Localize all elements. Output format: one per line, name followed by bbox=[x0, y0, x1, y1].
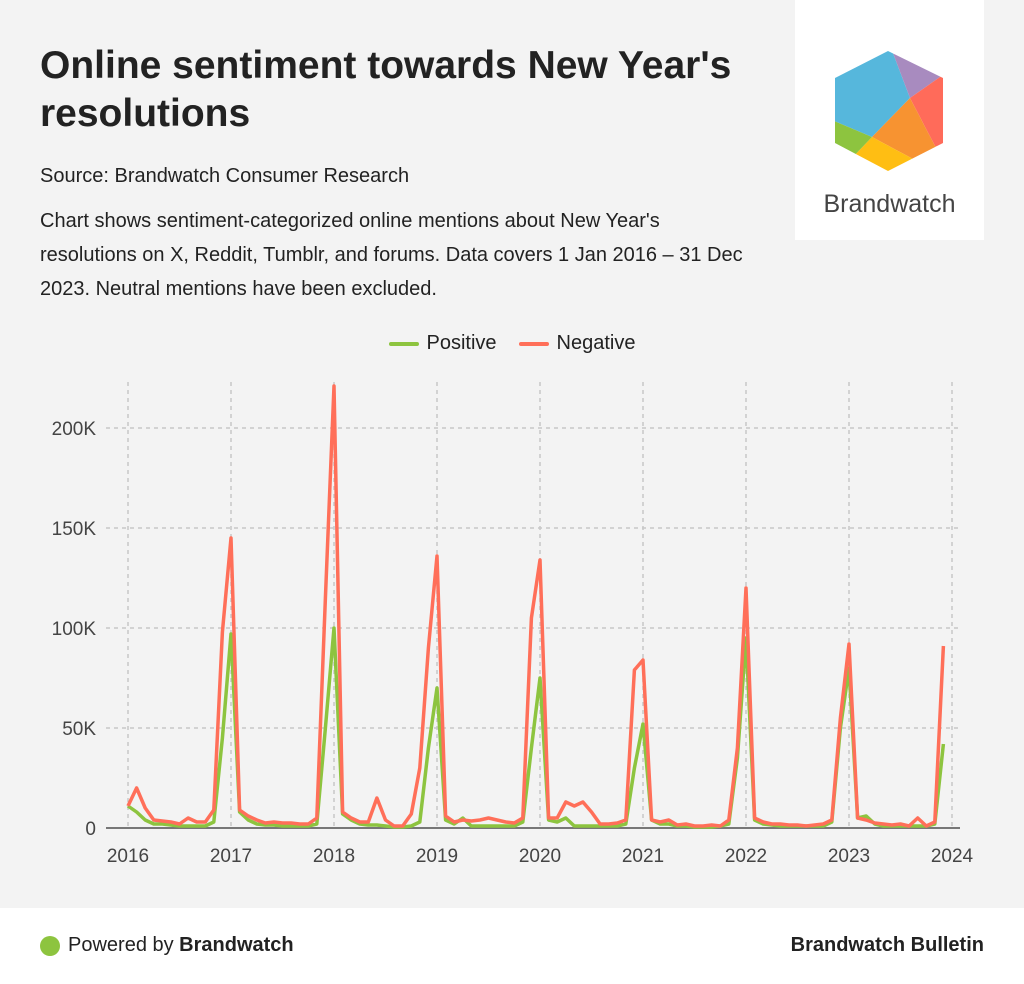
y-tick-label: 50K bbox=[62, 719, 96, 740]
brandwatch-bulletin: Brandwatch Bulletin bbox=[790, 934, 984, 956]
x-tick-label: 2020 bbox=[519, 846, 561, 867]
x-tick-label: 2019 bbox=[416, 846, 458, 867]
x-tick-label: 2021 bbox=[622, 846, 664, 867]
logo-text: Brandwatch bbox=[823, 190, 956, 218]
legend-negative-label: Negative bbox=[556, 332, 636, 354]
brandwatch-hexagon-icon bbox=[835, 51, 943, 171]
x-tick-label: 2017 bbox=[210, 846, 252, 867]
series-line-negative bbox=[126, 384, 946, 828]
y-tick-label: 150K bbox=[52, 519, 97, 540]
chart-source: Source: Brandwatch Consumer Research bbox=[40, 165, 410, 187]
powered-brand: Brandwatch bbox=[179, 934, 294, 956]
positive-swatch bbox=[388, 341, 419, 346]
x-tick-label: 2016 bbox=[107, 846, 149, 867]
footer: Powered by Brandwatch Brandwatch Bulleti… bbox=[0, 908, 1024, 984]
legend-positive[interactable]: Positive bbox=[388, 332, 497, 355]
y-tick-label: 200K bbox=[52, 419, 97, 440]
chart-description: Chart shows sentiment-categorized online… bbox=[40, 210, 743, 300]
legend-negative[interactable]: Negative bbox=[518, 332, 636, 355]
powered-by: Powered by Brandwatch bbox=[40, 934, 294, 957]
x-tick-label: 2024 bbox=[931, 846, 974, 867]
brand-dot-icon bbox=[40, 935, 60, 956]
brandwatch-logo: Brandwatch bbox=[795, 0, 984, 240]
chart-legend: Positive Negative bbox=[0, 332, 1024, 355]
x-tick-label: 2022 bbox=[725, 846, 767, 867]
x-tick-label: 2018 bbox=[313, 846, 355, 867]
negative-swatch bbox=[518, 341, 549, 346]
powered-prefix: Powered by bbox=[68, 934, 180, 956]
legend-positive-label: Positive bbox=[426, 332, 497, 354]
x-tick-label: 2023 bbox=[828, 846, 870, 867]
y-tick-label: 100K bbox=[52, 619, 97, 640]
chart-title: Online sentiment towards New Year's reso… bbox=[40, 44, 732, 135]
y-tick-label: 0 bbox=[85, 819, 96, 840]
line-chart: 0 50K 100K 150K 200K 2016 2017 2018 2019 2020 2021… bbox=[52, 382, 974, 867]
